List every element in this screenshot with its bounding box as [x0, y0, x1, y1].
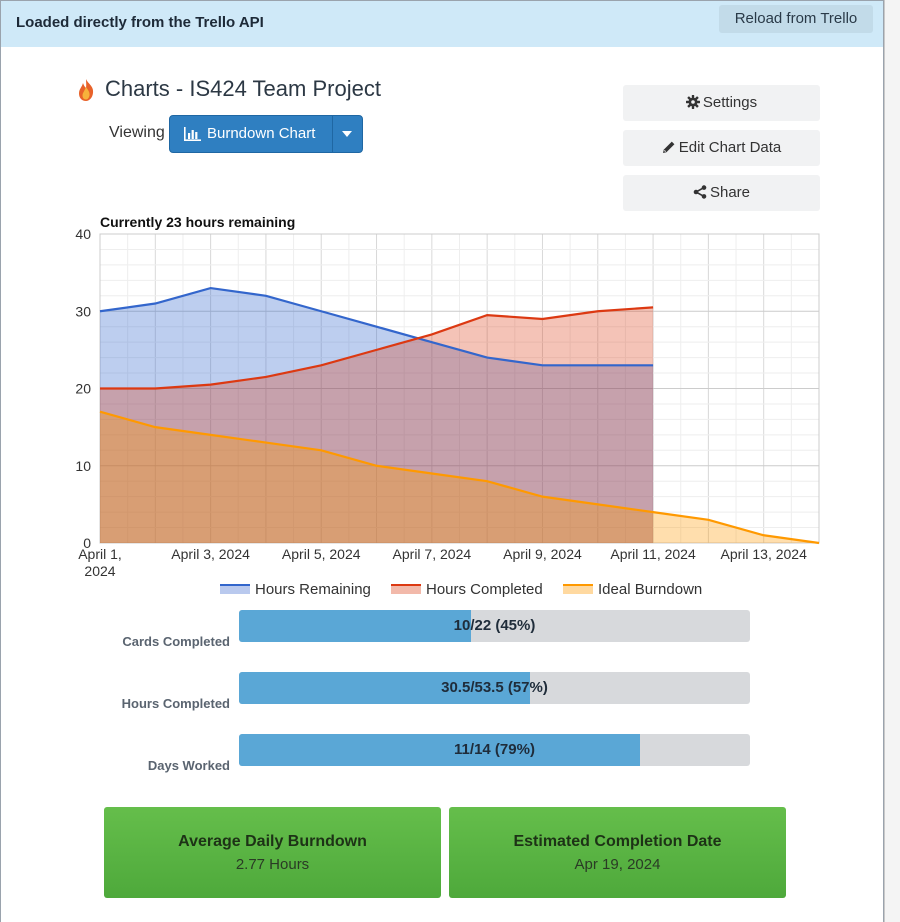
- y-tick-label: 40: [75, 226, 91, 242]
- series-line-hours-completed: [100, 306, 654, 390]
- legend-label-ideal-burndown: Ideal Burndown: [598, 581, 703, 598]
- legend-swatch-hours-completed: [391, 584, 421, 594]
- bar-chart-icon: [184, 127, 201, 142]
- gear-icon: [685, 95, 700, 109]
- series-area-hours-remaining: [100, 288, 654, 543]
- x-tick-label: April 13, 2024: [720, 546, 807, 562]
- settings-label: Settings: [702, 94, 758, 111]
- chevron-down-icon[interactable]: [342, 131, 352, 137]
- flame-logo-icon: [79, 79, 94, 101]
- burndown-chart: Currently 23 hours remaining 0 10 20 30 40 Apr…: [75, 214, 820, 579]
- card-title-average-daily-burndown: Average Daily Burndown: [178, 833, 367, 850]
- legend-swatch-ideal-burndown: [563, 584, 593, 594]
- share-button[interactable]: Share: [623, 175, 820, 211]
- progress-text-hours-completed: 30.5/53.5 (57%): [441, 679, 548, 696]
- progress-bar-cards-completed: 10/22 (45%): [239, 610, 750, 642]
- y-tick-label: 0: [83, 535, 91, 551]
- x-tick-label-line2: 2024: [84, 563, 115, 579]
- progress-bar-hours-completed: 30.5/53.5 (57%): [239, 672, 750, 704]
- share-label: Share: [709, 184, 751, 201]
- x-tick-label: April 5, 2024: [282, 546, 361, 562]
- series-area-hours-completed: [100, 307, 654, 543]
- api-status-bar: Loaded directly from the Trello API Relo…: [1, 1, 883, 47]
- settings-button[interactable]: Settings: [623, 85, 820, 121]
- edit-chart-data-button[interactable]: Edit Chart Data: [623, 130, 820, 166]
- share-icon: [693, 185, 707, 199]
- legend-label-hours-remaining: Hours Remaining: [255, 581, 371, 598]
- pencil-icon: [662, 141, 675, 153]
- progress-fill-hours-completed: [239, 672, 531, 704]
- y-tick-label: 30: [75, 303, 91, 319]
- series-line-ideal-burndown: [99, 410, 820, 545]
- edit-chart-data-label: Edit Chart Data: [678, 139, 782, 156]
- legend-label-hours-completed: Hours Completed: [426, 581, 543, 598]
- viewing-label: Viewing: [109, 124, 165, 141]
- series-line-hours-remaining: [99, 286, 654, 367]
- x-tick-label: April 9, 2024: [503, 546, 582, 562]
- stat-label-hours-completed: Hours Completed: [121, 696, 230, 711]
- card-title-estimated-completion-date: Estimated Completion Date: [513, 833, 722, 850]
- progress-fill-cards-completed: [239, 610, 472, 642]
- progress-text-cards-completed: 10/22 (45%): [453, 617, 536, 634]
- stat-label-cards-completed: Cards Completed: [122, 634, 230, 649]
- chart-type-dropdown[interactable]: Burndown Chart: [169, 115, 363, 153]
- legend-swatch-hours-remaining: [220, 584, 250, 594]
- chart-title: Currently 23 hours remaining: [100, 214, 295, 230]
- api-status-message: Loaded directly from the Trello API: [16, 14, 264, 31]
- card-value-estimated-completion-date: Apr 19, 2024: [574, 856, 661, 873]
- y-tick-label: 20: [75, 381, 91, 397]
- y-tick-label: 10: [75, 458, 91, 474]
- scrollbar[interactable]: [884, 0, 900, 922]
- progress-text-days-worked: 11/14 (79%): [454, 741, 535, 758]
- progress-fill-days-worked: [239, 734, 641, 766]
- x-tick-label: April 7, 2024: [393, 546, 472, 562]
- x-tick-label: April 11, 2024: [610, 546, 696, 562]
- card-value-average-daily-burndown: 2.77 Hours: [235, 856, 310, 873]
- x-tick-label: April 1,: [78, 546, 122, 562]
- estimated-completion-date-card: Estimated Completion Date Apr 19, 2024: [449, 807, 786, 898]
- stat-label-days-worked: Days Worked: [147, 758, 230, 773]
- reload-from-trello-button[interactable]: Reload from Trello: [719, 5, 873, 33]
- average-daily-burndown-card: Average Daily Burndown 2.77 Hours: [104, 807, 441, 898]
- progress-bar-days-worked: 11/14 (79%): [239, 734, 750, 766]
- chart-type-select-button[interactable]: Burndown Chart: [170, 116, 333, 152]
- page-title: Charts - IS424 Team Project: [105, 76, 381, 101]
- x-tick-label: April 3, 2024: [171, 546, 250, 562]
- selected-chart-label: Burndown Chart: [207, 125, 316, 142]
